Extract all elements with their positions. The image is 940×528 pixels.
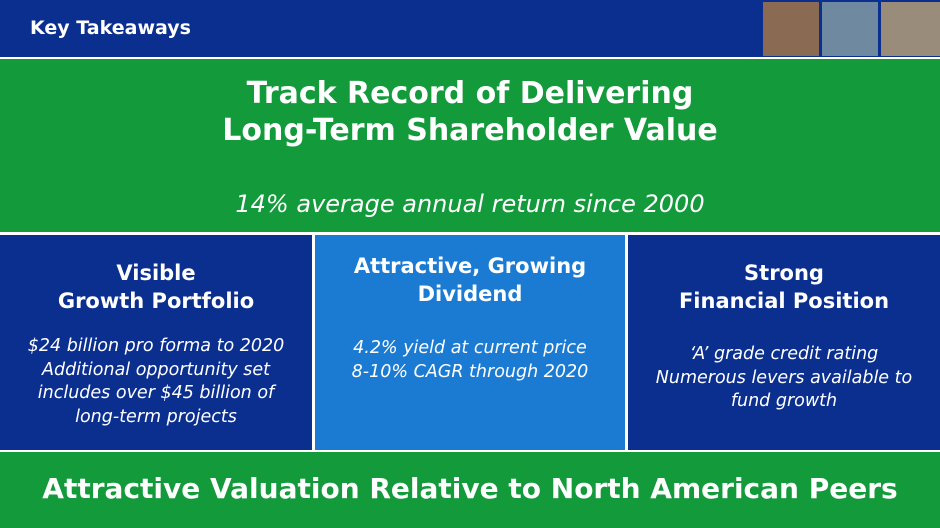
column-text: ‘A’ grade credit rating (689, 344, 879, 364)
column-box: Strong Financial Position ‘A’ grade credit… (628, 235, 940, 450)
photo (881, 2, 940, 56)
column-title: Attractive, Growing (353, 254, 587, 278)
photo-strip (763, 2, 940, 56)
column-box: Attractive, Growing Dividend 4.2% yield at… (315, 235, 625, 450)
column-title: Visible (116, 261, 196, 285)
footer-text: Attractive Valuation Relative to North A… (42, 472, 898, 505)
column-text: 8-10% CAGR through 2020 (351, 361, 589, 382)
banner-title: Track Record of Delivering (246, 76, 694, 111)
column-text: Numerous levers available to (655, 367, 913, 388)
column-box: Visible Growth Portfolio $24 billion pro f… (0, 235, 312, 450)
column-text: Additional opportunity set (42, 359, 270, 380)
column-text: long-term projects (75, 406, 237, 427)
column-text: 4.2% yield at current price (353, 338, 587, 358)
column-title: Financial Position (678, 289, 890, 313)
banner-title: Long-Term Shareholder Value (222, 113, 718, 148)
banner (0, 59, 940, 232)
column-text: includes over $45 billion of (37, 383, 275, 403)
column-text: fund growth (730, 391, 838, 411)
header-title: Key Takeaways (30, 17, 191, 39)
footer-bar (0, 452, 940, 528)
photo (822, 2, 878, 56)
column-title: Dividend (417, 282, 523, 306)
banner-subtitle: 14% average annual return since 2000 (235, 190, 705, 218)
column-title: Growth Portfolio (57, 289, 255, 313)
column-text: $24 billion pro forma to 2020 (27, 336, 285, 356)
column-title: Strong (744, 261, 824, 285)
photo (763, 2, 819, 56)
